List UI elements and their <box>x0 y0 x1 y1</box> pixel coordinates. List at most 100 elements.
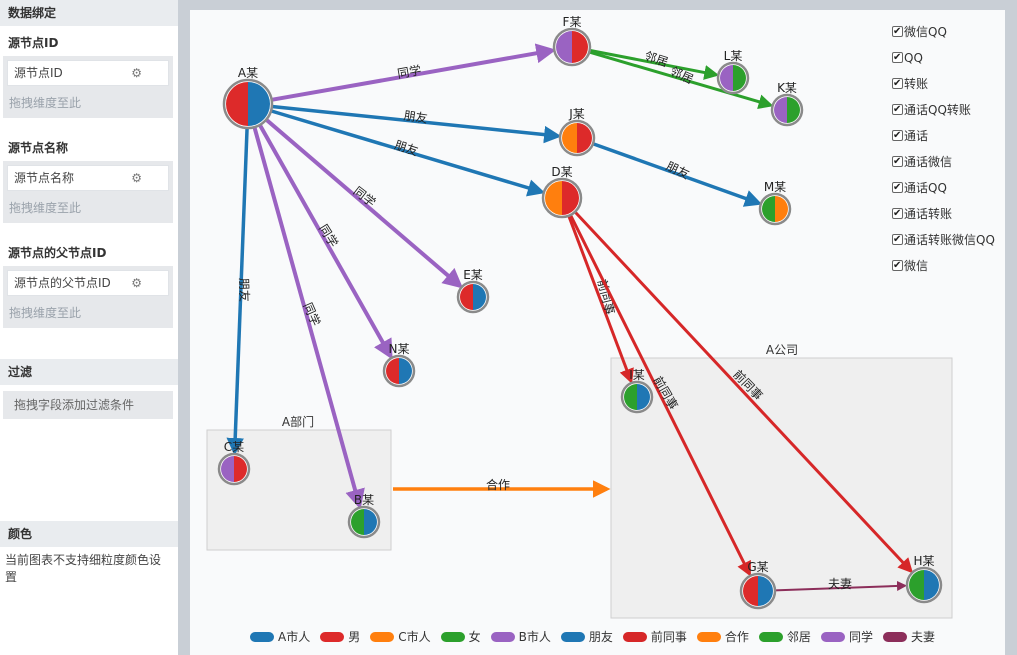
graph-node[interactable]: J某 <box>558 107 596 157</box>
graph-node[interactable]: E某 <box>456 268 490 314</box>
legend-item[interactable]: 男 <box>320 630 360 644</box>
gear-icon[interactable]: ⚙ <box>131 171 142 185</box>
legend-label: 夫妻 <box>910 630 935 644</box>
node-label: I某 <box>629 368 645 382</box>
legend-swatch <box>560 632 585 642</box>
legend-item[interactable]: A市人 <box>250 630 310 644</box>
edge-neighbor[interactable] <box>588 50 774 110</box>
legend-item[interactable]: 前同事 <box>622 630 687 644</box>
filter-checkbox[interactable]: 通话 <box>892 128 928 144</box>
edge-classmate[interactable] <box>252 126 365 510</box>
source-parent-field[interactable]: 源节点的父节点ID ⚙ <box>7 270 169 296</box>
legend-item[interactable]: 朋友 <box>560 630 613 644</box>
node-right-half <box>758 576 773 606</box>
checkbox-checked-icon[interactable] <box>892 232 903 248</box>
legend-label: A市人 <box>278 630 311 644</box>
source-id-dropzone[interactable]: 源节点ID ⚙ 拖拽维度至此 <box>3 56 173 118</box>
graph-node[interactable]: D某 <box>541 165 583 219</box>
edge-spouse[interactable] <box>774 580 908 592</box>
gear-icon[interactable]: ⚙ <box>131 276 142 290</box>
graph-node[interactable]: M某 <box>758 180 792 226</box>
source-id-field[interactable]: 源节点ID ⚙ <box>7 60 169 86</box>
legend-swatch <box>490 632 515 642</box>
legend-item[interactable]: 同学 <box>820 630 873 644</box>
edge-excolleague[interactable] <box>569 214 751 577</box>
checkbox-checked-icon[interactable] <box>892 102 903 118</box>
filter-checkbox[interactable]: 通话QQ <box>892 180 947 196</box>
legend-item[interactable]: B市人 <box>490 630 551 644</box>
node-right-half <box>775 196 788 222</box>
edge-neighbor[interactable] <box>589 48 720 80</box>
legend-item[interactable]: 合作 <box>696 630 749 644</box>
filter-checkbox[interactable]: 微信QQ <box>892 24 947 40</box>
filter-checkbox[interactable]: 通话转账微信QQ <box>892 232 995 248</box>
group-box[interactable] <box>610 357 953 619</box>
graph-node[interactable]: A某 <box>222 66 274 130</box>
filter-checkbox[interactable]: 通话QQ转账 <box>892 102 971 118</box>
source-parent-label: 源节点的父节点ID <box>8 246 107 260</box>
graph-node[interactable]: I某 <box>620 368 654 414</box>
edge-classmate[interactable] <box>258 123 393 360</box>
node-right-half <box>924 570 939 600</box>
checkbox-checked-icon[interactable] <box>892 24 903 40</box>
legend-label: 朋友 <box>588 630 613 644</box>
node-label: J某 <box>568 107 585 121</box>
edge-friend[interactable] <box>592 142 763 207</box>
edge-friend[interactable] <box>271 104 562 144</box>
filter-label: 通话QQ <box>904 181 947 195</box>
filter-dropzone[interactable]: 拖拽字段添加过滤条件 <box>3 391 173 419</box>
graph-node[interactable]: L某 <box>716 49 750 95</box>
checkbox-checked-icon[interactable] <box>892 258 903 274</box>
checkbox-checked-icon[interactable] <box>892 180 903 196</box>
edge-label: 朋友 <box>393 138 420 159</box>
graph-node[interactable]: C某 <box>217 440 251 486</box>
legend-item[interactable]: C市人 <box>370 630 431 644</box>
edge-friend[interactable] <box>226 127 249 456</box>
edge-classmate[interactable] <box>264 118 464 289</box>
graph-node[interactable]: K某 <box>770 81 804 127</box>
graph-node[interactable]: N某 <box>382 342 416 388</box>
legend-label: 合作 <box>724 630 749 644</box>
node-left-half <box>460 284 473 310</box>
node-right-half <box>733 65 746 91</box>
source-name-dropzone[interactable]: 源节点名称 ⚙ 拖拽维度至此 <box>3 161 173 223</box>
checkbox-checked-icon[interactable] <box>892 154 903 170</box>
checkbox-checked-icon[interactable] <box>892 128 903 144</box>
source-parent-dropzone[interactable]: 源节点的父节点ID ⚙ 拖拽维度至此 <box>3 266 173 328</box>
legend-item[interactable]: 女 <box>440 630 481 644</box>
legend-item[interactable]: 夫妻 <box>882 630 935 644</box>
filter-checkbox[interactable]: 转账 <box>892 76 928 92</box>
legend-label: 同学 <box>848 630 873 644</box>
filter-header: 过滤 <box>0 359 178 385</box>
filter-checkbox[interactable]: QQ <box>892 50 923 66</box>
legend-label: C市人 <box>398 630 431 644</box>
edge-classmate[interactable] <box>271 43 557 102</box>
source-parent-drop-hint: 拖拽维度至此 <box>9 306 82 320</box>
graph-node[interactable]: G某 <box>739 560 777 610</box>
edge-excolleague[interactable] <box>567 215 634 384</box>
node-label: D某 <box>551 165 572 179</box>
edge-friend[interactable] <box>270 109 546 197</box>
filter-checkbox[interactable]: 通话微信 <box>892 154 952 170</box>
source-name-field[interactable]: 源节点名称 ⚙ <box>7 165 169 191</box>
node-label: B某 <box>354 493 374 507</box>
filter-checkbox[interactable]: 通话转账 <box>892 206 952 222</box>
gear-icon[interactable]: ⚙ <box>131 66 142 80</box>
graph-node[interactable]: F某 <box>552 15 592 67</box>
filter-checkbox[interactable]: 微信 <box>892 258 928 274</box>
checkbox-checked-icon[interactable] <box>892 206 903 222</box>
source-name-label: 源节点名称 <box>8 141 69 155</box>
checkbox-checked-icon[interactable] <box>892 76 903 92</box>
filter-label: 通话转账微信QQ <box>904 233 995 247</box>
filter-label: 通话 <box>904 129 929 143</box>
graph-node[interactable]: B某 <box>347 493 381 539</box>
legend: A市人 男 C市人 女 B市人 朋友 前同事 合作 邻居 同学 夫妻 <box>250 630 945 644</box>
checkbox-checked-icon[interactable] <box>892 50 903 66</box>
legend-item[interactable]: 邻居 <box>758 630 811 644</box>
edge-label: 同学 <box>316 221 341 249</box>
graph-node[interactable]: H某 <box>905 554 943 604</box>
edge-excolleague[interactable] <box>573 210 914 574</box>
node-label: L某 <box>724 49 743 63</box>
filter-label: 通话转账 <box>904 207 953 221</box>
